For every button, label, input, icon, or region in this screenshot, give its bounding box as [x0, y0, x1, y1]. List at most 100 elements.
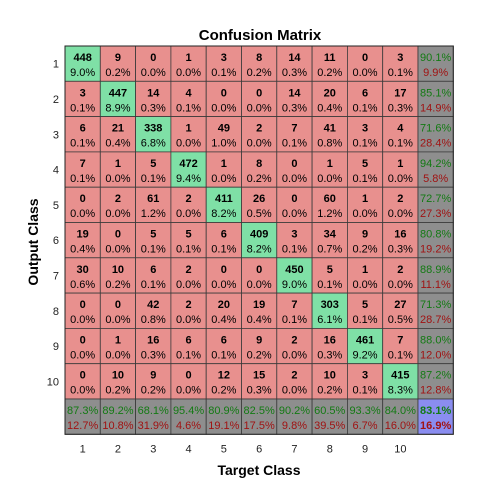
- matrix-cell-r7-c10: 2 0.0%: [382, 257, 419, 294]
- matrix-cell-r10-c2: 10 0.2%: [99, 363, 137, 400]
- matrix-cell-r4-c3-bottom: 0.1%: [141, 173, 166, 185]
- row-summary-8-bottom: 28.7%: [420, 314, 451, 326]
- row-summary-9-bottom: 12.0%: [420, 349, 451, 361]
- col-summary-7-bottom: 9.8%: [282, 420, 307, 432]
- matrix-cell-r1-c6-top: 8: [256, 52, 262, 64]
- matrix-cell-r2-c1-bottom: 0.1%: [70, 102, 95, 114]
- matrix-cell-r10-c8-bg: [311, 363, 348, 400]
- matrix-cell-r8-c4-top: 2: [185, 299, 191, 311]
- col-summary-6-bottom: 17.5%: [244, 420, 275, 432]
- matrix-cell-r3-c4-bottom: 0.0%: [176, 138, 201, 150]
- matrix-cell-r9-c9-bg: [346, 327, 384, 365]
- matrix-cell-r7-c8-bg: [311, 257, 348, 294]
- matrix-cell-r2-c2-top: 447: [109, 87, 127, 99]
- y-tick-3: 3: [53, 129, 59, 141]
- matrix-cell-r7-c9-bottom: 0.0%: [353, 279, 378, 291]
- matrix-cell-r6-c8: 34 0.7%: [311, 222, 348, 259]
- matrix-cell-r3-c1-bottom: 0.1%: [70, 138, 95, 150]
- matrix-cell-r4-c5-bottom: 0.0%: [211, 173, 236, 185]
- matrix-cell-r7-c3-bottom: 0.1%: [141, 279, 166, 291]
- matrix-cell-r9-c4-top: 6: [185, 334, 191, 346]
- matrix-cell-r4-c3: 5 0.1%: [135, 151, 172, 188]
- col-summary-1: 87.3% 12.7%: [64, 398, 101, 435]
- matrix-cell-r3-c4: 1 0.0%: [170, 116, 207, 153]
- col-summary-10: 84.0% 16.0%: [382, 398, 419, 435]
- matrix-cell-r5-c6: 26 0.5%: [241, 186, 278, 223]
- matrix-cell-r7-c7-bottom: 9.0%: [282, 279, 307, 291]
- matrix-cell-r9-c9: 461 9.2%: [346, 327, 384, 365]
- matrix-cell-r3-c3: 338 6.8%: [135, 116, 172, 153]
- matrix-cell-r3-c9-top: 3: [362, 123, 368, 135]
- matrix-cell-r5-c9-bg: [346, 186, 384, 223]
- matrix-cell-r10-c1: 0 0.0%: [64, 363, 101, 400]
- matrix-cell-r2-c8: 20 0.4%: [311, 80, 348, 118]
- row-summary-6: 80.8% 19.2%: [417, 222, 454, 259]
- matrix-cell-r5-c4-top: 2: [185, 193, 191, 205]
- matrix-cell-r9-c10: 7 0.1%: [382, 327, 419, 365]
- matrix-cell-r3-c1-top: 6: [80, 123, 86, 135]
- matrix-cell-r6-c3-bottom: 0.1%: [141, 244, 166, 256]
- matrix-cell-r4-c10-bg: [382, 151, 419, 188]
- matrix-cell-r7-c4-bg: [170, 257, 207, 294]
- matrix-cell-r4-c10-bottom: 0.0%: [388, 173, 413, 185]
- y-tick-4: 4: [53, 165, 59, 177]
- matrix-cell-r7-c9-bg: [346, 257, 384, 294]
- matrix-cell-r10-c7: 2 0.0%: [276, 363, 313, 400]
- matrix-frame: [64, 45, 454, 435]
- matrix-cell-r9-c4: 6 0.1%: [170, 327, 207, 365]
- row-summary-2-bg: [417, 80, 454, 118]
- matrix-cell-r5-c9-bottom: 0.0%: [353, 208, 378, 220]
- col-summary-5: 80.9% 19.1%: [205, 398, 242, 435]
- matrix-cell-r10-c1-bottom: 0.0%: [70, 385, 95, 397]
- matrix-cell-r4-c7: 0 0.0%: [276, 151, 313, 188]
- overall-total: 83.1% 16.9%: [417, 398, 454, 435]
- matrix-cell-r9-c8: 16 0.3%: [311, 327, 348, 365]
- matrix-cell-r8-c10-bg: [382, 292, 419, 329]
- matrix-cell-r4-c8-bottom: 0.0%: [317, 173, 342, 185]
- matrix-cell-r4-c5: 1 0.0%: [205, 151, 242, 188]
- matrix-cell-r7-c6: 0 0.0%: [241, 257, 278, 294]
- col-summary-7-top: 90.2%: [279, 405, 310, 417]
- matrix-cell-r8-c6-bottom: 0.4%: [247, 314, 272, 326]
- matrix-cell-r2-c1-bg: [64, 80, 101, 118]
- matrix-cell-r6-c8-top: 34: [324, 229, 337, 241]
- col-summary-5-bg: [205, 398, 242, 435]
- row-summary-8-bg: [417, 292, 454, 329]
- matrix-cell-r2-c6-bottom: 0.0%: [247, 102, 272, 114]
- matrix-cell-r6-c4: 5 0.1%: [170, 222, 207, 259]
- matrix-cell-r5-c5: 411 8.2%: [205, 186, 242, 223]
- matrix-cell-r8-c2-top: 0: [115, 299, 121, 311]
- matrix-cell-r8-c7-bg: [276, 292, 313, 329]
- row-summary-2-top: 85.1%: [420, 87, 451, 99]
- matrix-cell-r10-c6: 15 0.3%: [241, 363, 278, 400]
- row-summary-5-bg: [417, 186, 454, 223]
- overall-total-bg: [417, 398, 454, 435]
- matrix-cell-r7-c8: 5 0.1%: [311, 257, 348, 294]
- matrix-cell-r7-c6-bottom: 0.0%: [247, 279, 272, 291]
- matrix-cell-r8-c5-bg: [205, 292, 242, 329]
- matrix-cell-r6-c2: 0 0.0%: [99, 222, 137, 259]
- matrix-cell-r4-c7-top: 0: [291, 158, 297, 170]
- row-summary-1-top: 90.1%: [420, 52, 451, 64]
- row-summary-8-top: 71.3%: [420, 299, 451, 311]
- matrix-cell-r3-c9-bg: [346, 116, 384, 153]
- matrix-cell-r1-c9-bottom: 0.0%: [353, 67, 378, 79]
- col-summary-4: 95.4% 4.6%: [170, 398, 207, 435]
- matrix-cell-r3-c2-top: 21: [112, 123, 124, 135]
- matrix-cell-r2-c5-top: 0: [221, 87, 227, 99]
- matrix-cell-r9-c10-bg: [382, 327, 419, 365]
- matrix-cell-r5-c2-top: 2: [115, 193, 121, 205]
- matrix-cell-r3-c6-bottom: 0.0%: [247, 138, 272, 150]
- matrix-cell-r1-c1-bg: [64, 45, 101, 82]
- row-summary-6-bottom: 19.2%: [420, 244, 451, 256]
- matrix-cell-r1-c6: 8 0.2%: [241, 45, 278, 82]
- matrix-cell-r2-c1-top: 3: [80, 87, 86, 99]
- matrix-cell-r3-c5-bottom: 1.0%: [211, 138, 236, 150]
- matrix-cell-r10-c3-bottom: 0.2%: [141, 385, 166, 397]
- matrix-cell-r2-c3: 14 0.3%: [135, 80, 172, 118]
- matrix-cell-r8-c10-top: 27: [394, 299, 406, 311]
- matrix-cell-r7-c6-bg: [241, 257, 278, 294]
- row-summary-3: 71.6% 28.4%: [417, 116, 454, 153]
- matrix-cell-r6-c9-top: 9: [362, 229, 368, 241]
- row-summary-7-bg: [417, 257, 454, 294]
